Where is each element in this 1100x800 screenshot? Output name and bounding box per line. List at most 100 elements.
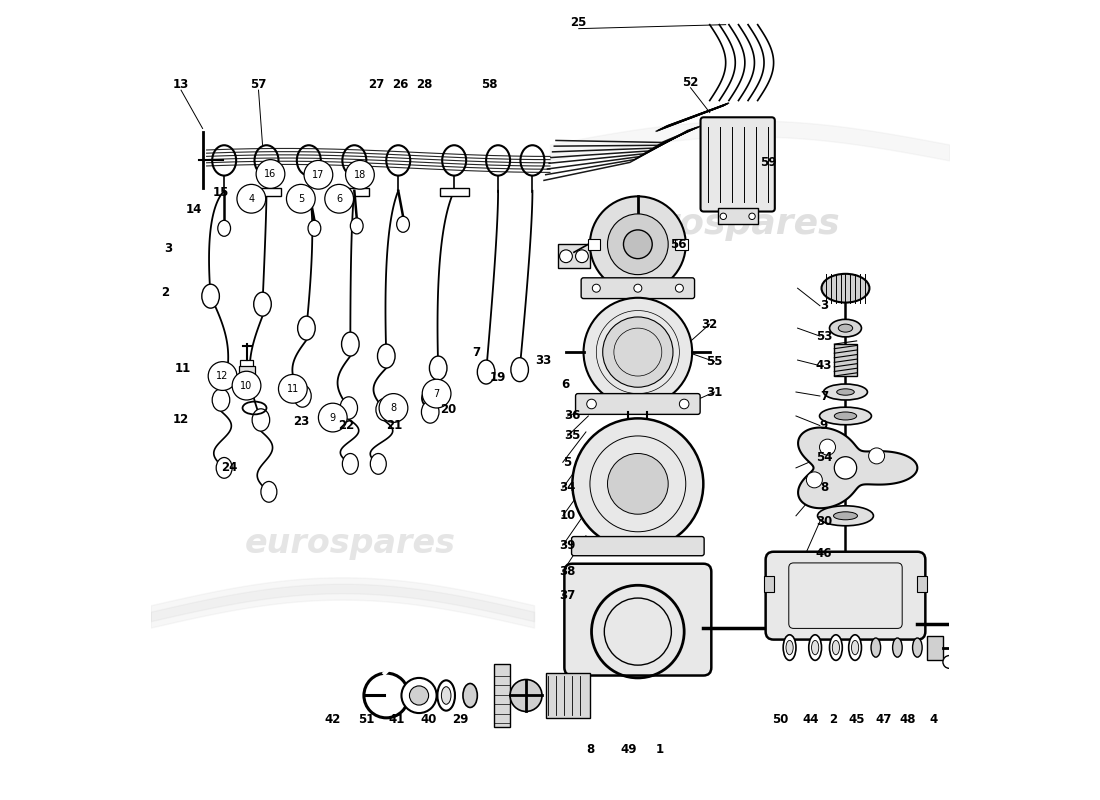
Bar <box>917 576 927 592</box>
Text: 9: 9 <box>820 419 828 432</box>
Ellipse shape <box>812 640 818 654</box>
Ellipse shape <box>871 638 881 657</box>
Text: 37: 37 <box>560 589 575 602</box>
Text: 6: 6 <box>561 378 570 390</box>
Text: 50: 50 <box>772 713 789 726</box>
Circle shape <box>318 403 348 432</box>
Ellipse shape <box>834 512 858 520</box>
Text: 16: 16 <box>264 169 276 179</box>
Text: 34: 34 <box>560 482 575 494</box>
Circle shape <box>634 284 641 292</box>
Circle shape <box>409 686 429 705</box>
Circle shape <box>607 454 668 514</box>
Text: 56: 56 <box>670 238 686 250</box>
Text: 4: 4 <box>249 194 254 204</box>
Text: 41: 41 <box>388 713 405 726</box>
Text: 18: 18 <box>354 170 366 180</box>
Text: 32: 32 <box>702 318 718 330</box>
Bar <box>675 238 689 250</box>
Circle shape <box>422 379 451 408</box>
Text: eurospares: eurospares <box>245 527 455 560</box>
Ellipse shape <box>510 358 528 382</box>
Ellipse shape <box>252 409 270 431</box>
Circle shape <box>720 213 726 219</box>
Text: 12: 12 <box>173 414 189 426</box>
FancyBboxPatch shape <box>564 564 712 675</box>
Circle shape <box>624 230 652 258</box>
Text: 27: 27 <box>368 78 385 91</box>
Ellipse shape <box>441 686 451 704</box>
Bar <box>717 208 758 224</box>
Text: 33: 33 <box>535 354 551 366</box>
Text: 7: 7 <box>473 346 481 358</box>
Bar <box>587 238 601 250</box>
Circle shape <box>402 678 437 713</box>
FancyBboxPatch shape <box>575 394 700 414</box>
Ellipse shape <box>786 640 793 654</box>
Text: 55: 55 <box>706 355 723 368</box>
Text: 8: 8 <box>390 403 396 413</box>
Ellipse shape <box>371 454 386 474</box>
Circle shape <box>286 184 316 213</box>
Text: 48: 48 <box>900 713 916 726</box>
Circle shape <box>869 448 884 464</box>
Bar <box>252 188 280 196</box>
Text: 22: 22 <box>338 419 354 432</box>
Text: 58: 58 <box>481 78 497 91</box>
Text: 3: 3 <box>164 242 173 254</box>
Circle shape <box>379 394 408 422</box>
Text: 38: 38 <box>560 566 575 578</box>
Text: 2: 2 <box>161 286 169 299</box>
Text: 20: 20 <box>440 403 455 416</box>
Circle shape <box>680 399 689 409</box>
Text: 2: 2 <box>829 713 837 726</box>
Ellipse shape <box>829 319 861 337</box>
Text: 39: 39 <box>560 539 575 552</box>
Ellipse shape <box>783 634 796 660</box>
Text: 6: 6 <box>337 194 342 204</box>
Circle shape <box>256 160 285 188</box>
Text: 13: 13 <box>173 78 189 91</box>
Ellipse shape <box>438 680 455 710</box>
Circle shape <box>572 418 703 550</box>
Circle shape <box>510 679 542 711</box>
Ellipse shape <box>254 292 272 316</box>
Circle shape <box>232 371 261 400</box>
Ellipse shape <box>808 634 822 660</box>
Ellipse shape <box>342 332 359 356</box>
Text: 29: 29 <box>452 713 469 726</box>
Text: 28: 28 <box>416 78 432 91</box>
Ellipse shape <box>477 360 495 384</box>
Text: 21: 21 <box>386 419 403 432</box>
Ellipse shape <box>397 216 409 232</box>
Circle shape <box>560 250 572 262</box>
FancyBboxPatch shape <box>572 537 704 556</box>
Ellipse shape <box>849 634 861 660</box>
Text: 23: 23 <box>293 415 309 428</box>
Text: 24: 24 <box>221 462 238 474</box>
Ellipse shape <box>421 401 439 423</box>
Ellipse shape <box>217 458 232 478</box>
Circle shape <box>603 317 673 387</box>
Circle shape <box>590 196 685 292</box>
Ellipse shape <box>429 356 447 380</box>
Circle shape <box>345 161 374 189</box>
Text: 26: 26 <box>393 78 409 91</box>
Text: 5: 5 <box>563 456 572 469</box>
Ellipse shape <box>212 389 230 411</box>
Text: 42: 42 <box>324 713 341 726</box>
Bar <box>927 635 943 659</box>
Ellipse shape <box>820 407 871 425</box>
Text: 14: 14 <box>186 203 202 217</box>
Circle shape <box>575 250 589 262</box>
Circle shape <box>943 655 956 668</box>
Text: eurospares: eurospares <box>612 207 840 242</box>
Text: 10: 10 <box>241 381 253 390</box>
Ellipse shape <box>837 389 855 395</box>
Text: 54: 54 <box>816 451 833 464</box>
Bar <box>239 366 254 380</box>
Ellipse shape <box>463 683 477 707</box>
Ellipse shape <box>308 220 321 236</box>
Circle shape <box>583 298 692 406</box>
Text: 52: 52 <box>682 76 698 89</box>
